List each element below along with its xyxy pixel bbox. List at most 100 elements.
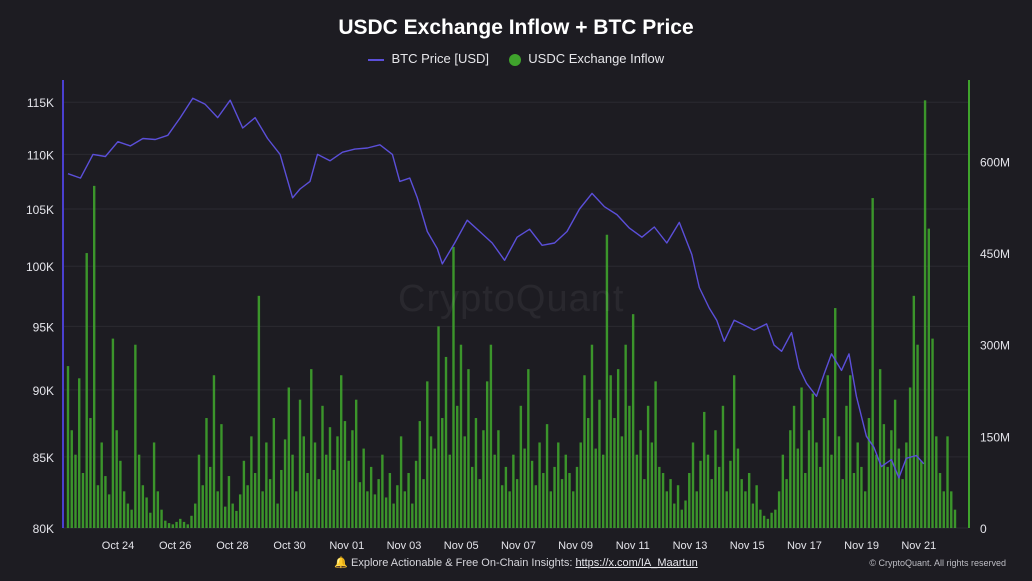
inflow-bar (388, 473, 392, 528)
footer-text: Explore Actionable & Free On-Chain Insig… (351, 557, 573, 569)
inflow-bar (227, 476, 231, 528)
inflow-bar (777, 491, 781, 528)
bell-icon: 🔔 (334, 557, 348, 569)
x-tick: Nov 05 (444, 540, 479, 552)
inflow-bar (418, 421, 422, 528)
inflow-bar (78, 378, 81, 528)
inflow-bar (819, 466, 822, 528)
inflow-bar (276, 503, 279, 528)
inflow-bar (317, 479, 320, 528)
inflow-bar (115, 430, 118, 528)
inflow-bar (631, 314, 635, 528)
inflow-bar (66, 366, 70, 528)
inflow-bar (369, 466, 373, 528)
inflow-bar (250, 436, 253, 528)
inflow-bar (744, 491, 747, 528)
y-right-tick: 450M (980, 247, 1010, 261)
legend-dot-swatch (508, 53, 521, 66)
x-tick: Nov 17 (787, 540, 822, 552)
inflow-bar (845, 405, 848, 528)
footer-link[interactable]: https://x.com/IA_Maartun (575, 557, 698, 569)
y-right-tick: 300M (980, 339, 1010, 353)
inflow-bar (85, 253, 88, 529)
y-left-tick-labels: 80K 85K 90K 95K 100K 105K 110K 115K (26, 96, 54, 536)
inflow-bar (119, 460, 122, 528)
inflow-bar (893, 399, 897, 528)
y-right-tick: 0 (980, 522, 987, 536)
legend-label-btc-price: BTC Price [USD] (391, 51, 490, 67)
inflow-bar (366, 491, 369, 528)
inflow-bar (770, 512, 773, 528)
inflow-bar (467, 369, 470, 528)
inflow-bar (867, 418, 871, 528)
inflow-bar (392, 503, 395, 528)
inflow-bar (923, 100, 927, 528)
inflow-bar (762, 515, 766, 528)
inflow-bar (362, 448, 365, 528)
axes (62, 80, 970, 528)
inflow-bar (194, 503, 197, 528)
inflow-bar (800, 387, 803, 528)
x-tick: Nov 19 (844, 540, 879, 552)
inflow-bar (658, 466, 661, 528)
inflow-bar (325, 454, 328, 528)
inflow-bar (283, 439, 287, 528)
inflow-bar (568, 473, 571, 528)
inflow-bar (871, 198, 874, 528)
x-tick: Nov 11 (616, 540, 650, 552)
inflow-bar (654, 381, 657, 528)
inflow-bar (920, 460, 923, 528)
inflow-bar (530, 460, 534, 528)
inflow-bar (601, 454, 605, 528)
inflow-bar (953, 509, 957, 528)
inflow-bar (347, 460, 350, 528)
inflow-bar (175, 521, 178, 528)
inflow-bar (781, 454, 785, 528)
inflow-bar (718, 466, 721, 528)
inflow-bar (182, 521, 186, 528)
inflow-bar (878, 369, 882, 528)
inflow-bar (497, 430, 500, 528)
inflow-bar (935, 436, 938, 528)
inflow-bar (942, 491, 945, 528)
inflow-bar (343, 421, 347, 528)
inflow-bar (156, 491, 160, 528)
inflow-bar (70, 430, 73, 528)
inflow-bar (441, 418, 444, 528)
inflow-bar (295, 491, 298, 528)
inflow-bar (471, 466, 474, 528)
inflow-bar (373, 494, 377, 528)
inflow-bar (231, 503, 234, 528)
inflow-bar (912, 295, 916, 528)
inflow-bar (628, 405, 631, 528)
inflow-bar (478, 479, 481, 528)
inflow-bar (145, 497, 148, 528)
inflow-bar (598, 399, 601, 528)
legend-item-btc-price[interactable]: BTC Price [USD] (367, 51, 490, 67)
inflow-bar (399, 436, 403, 528)
inflow-bar (500, 485, 504, 528)
inflow-bar (253, 473, 257, 528)
inflow-bar (643, 479, 646, 528)
x-tick: Oct 24 (102, 540, 134, 552)
x-tick: Nov 03 (387, 540, 422, 552)
inflow-bar (130, 509, 133, 528)
inflow-bar (534, 485, 538, 528)
inflow-bar (310, 369, 313, 528)
inflow-bar (134, 344, 137, 528)
inflow-bar (265, 442, 268, 528)
x-tick-labels: Oct 24 Oct 26 Oct 28 Oct 30 Nov 01 Nov 03 Nov … (102, 540, 936, 552)
inflow-bar (594, 448, 597, 528)
inflow-bar (815, 442, 818, 528)
inflow-bar (463, 436, 466, 528)
inflow-bar (751, 503, 755, 528)
footer: 🔔 Explore Actionable & Free On-Chain Ins… (0, 556, 1032, 569)
inflow-bar (583, 375, 586, 528)
legend-item-usdc-inflow[interactable]: USDC Exchange Inflow (508, 51, 664, 66)
inflow-bar (822, 418, 826, 528)
inflow-bar (774, 509, 777, 528)
inflow-bar (137, 454, 141, 528)
inflow-bar (572, 491, 575, 528)
inflow-bar (766, 518, 770, 528)
inflow-bar (186, 524, 189, 528)
